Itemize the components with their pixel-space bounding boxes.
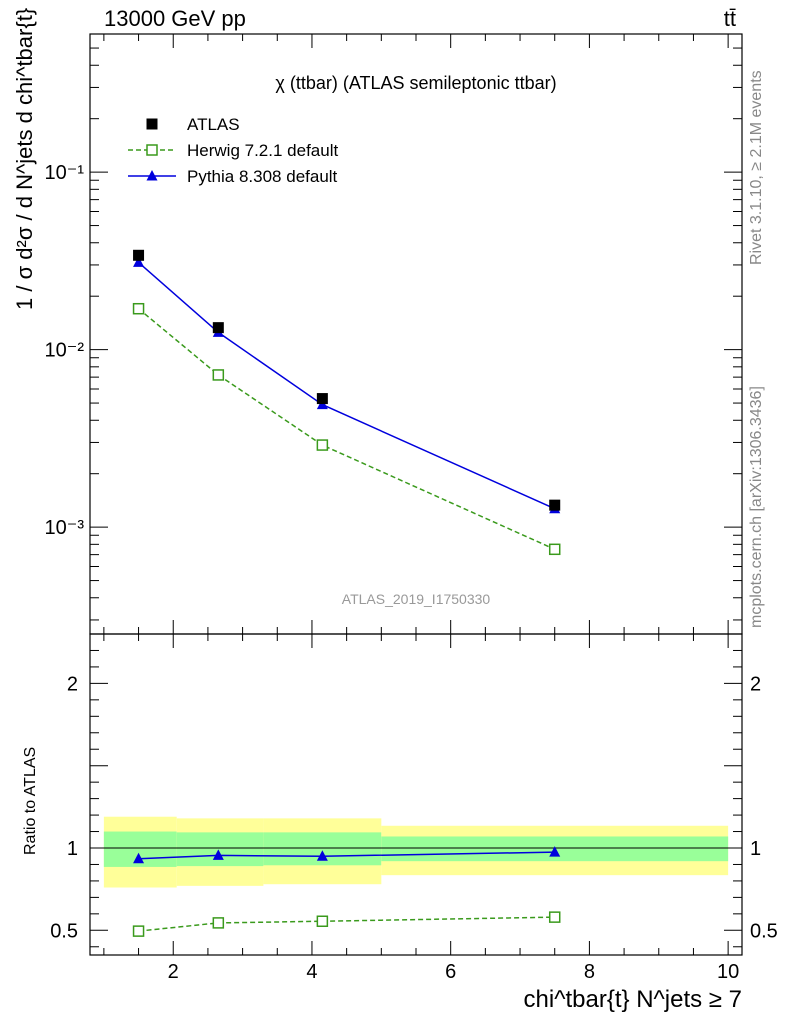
main-herwig-point <box>212 369 225 381</box>
main-atlas-point <box>212 322 224 334</box>
main-pythia-line <box>138 261 556 510</box>
ratio-herwig-point <box>316 915 329 928</box>
analysis-id-watermark: ATLAS_2019_I1750330 <box>342 591 491 607</box>
legend-pythia-label: Pythia 8.308 default <box>187 167 338 186</box>
ratio-herwig-point <box>548 911 561 923</box>
x-tick-label: 10 <box>717 961 739 983</box>
y-tick-label: 10⁻¹ <box>45 162 85 184</box>
ratio-herwig-line <box>138 916 555 932</box>
ratio-plot: 2 4 6 8 10 0.5 0.5 1 1 2 2 <box>50 633 778 983</box>
main-atlas-point <box>133 249 145 261</box>
y-tick-label: 10⁻² <box>45 340 85 362</box>
x-axis-label: chi^tbar{t} N^jets ≥ 7 <box>523 986 742 1013</box>
ratio-y-tick-label: 2 <box>67 673 78 695</box>
x-tick-label: 8 <box>584 961 595 983</box>
ratio-herwig-point <box>132 925 145 937</box>
x-tick-label: 6 <box>445 961 456 983</box>
ratio-y-tick-label: 0.5 <box>50 920 78 942</box>
ratio-plot-frame <box>89 633 743 956</box>
ratio-herwig-point <box>212 917 225 929</box>
legend-atlas-marker <box>146 118 158 130</box>
main-herwig-line <box>138 308 556 550</box>
legend-atlas-label: ATLAS <box>187 115 240 134</box>
header-energy-label: 13000 GeV pp <box>104 6 246 31</box>
ratio-pythia-point <box>212 849 224 860</box>
main-herwig-point <box>316 439 329 451</box>
ratio-y-tick-label-right: 1 <box>750 838 761 860</box>
main-herwig-point <box>132 302 145 315</box>
ratio-inner-band <box>176 832 264 867</box>
x-tick-label: 2 <box>168 961 179 983</box>
ratio-pythia-line <box>138 851 555 860</box>
ratio-pythia-point <box>316 850 328 861</box>
main-plot: 10⁻³ 10⁻² 10⁻¹ χ (ttbar) (ATLAS semileptoni… <box>45 33 743 635</box>
legend-herwig-label: Herwig 7.2.1 default <box>187 141 338 160</box>
main-pythia-point <box>133 256 145 267</box>
main-atlas-point <box>549 499 561 511</box>
legend-herwig-marker <box>146 144 158 156</box>
main-herwig-point <box>548 543 561 556</box>
main-atlas-point <box>316 393 328 405</box>
ratio-pythia-point <box>549 846 561 857</box>
plot-title: χ (ttbar) (ATLAS semileptonic ttbar) <box>275 73 556 93</box>
x-tick-label: 4 <box>306 961 317 983</box>
ratio-y-tick-label-right: 0.5 <box>750 920 778 942</box>
y-tick-label: 10⁻³ <box>45 517 85 539</box>
legend-pythia-marker <box>146 170 158 181</box>
ratio-y-tick-label-right: 2 <box>750 673 761 695</box>
ratio-pythia-point <box>133 852 145 864</box>
header-process-label: tt̄ <box>723 6 736 31</box>
ratio-y-tick-label: 1 <box>67 838 78 860</box>
